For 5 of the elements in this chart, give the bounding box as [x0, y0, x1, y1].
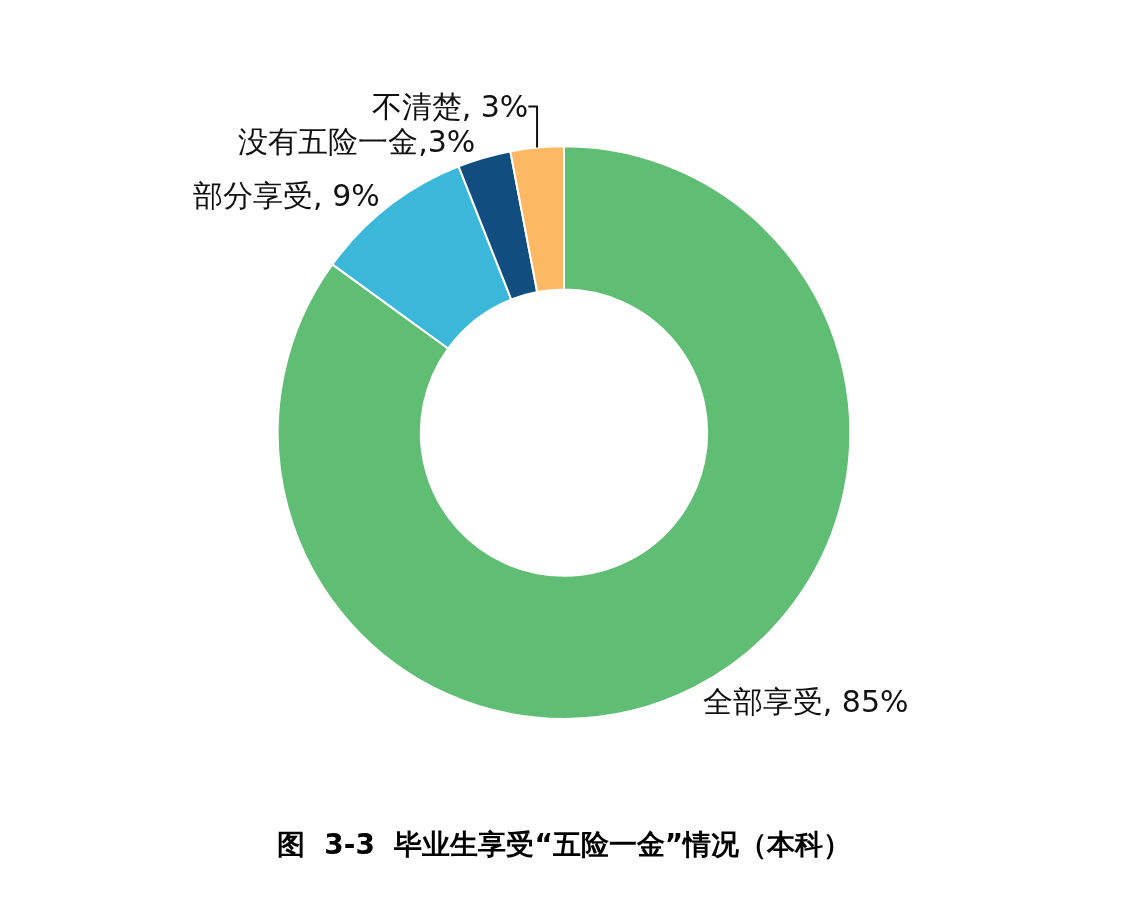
text: 图 3-3 毕业生享受“五险一金”情况（本科）: [276, 827, 852, 861]
slice-label: 不清楚, 3%: [371, 89, 529, 125]
slice-label: 部分享受, 9%: [193, 177, 380, 213]
slice-label: 没有五险一金,3%: [238, 124, 476, 160]
slice-label: 全部享受, 85%: [702, 684, 909, 720]
